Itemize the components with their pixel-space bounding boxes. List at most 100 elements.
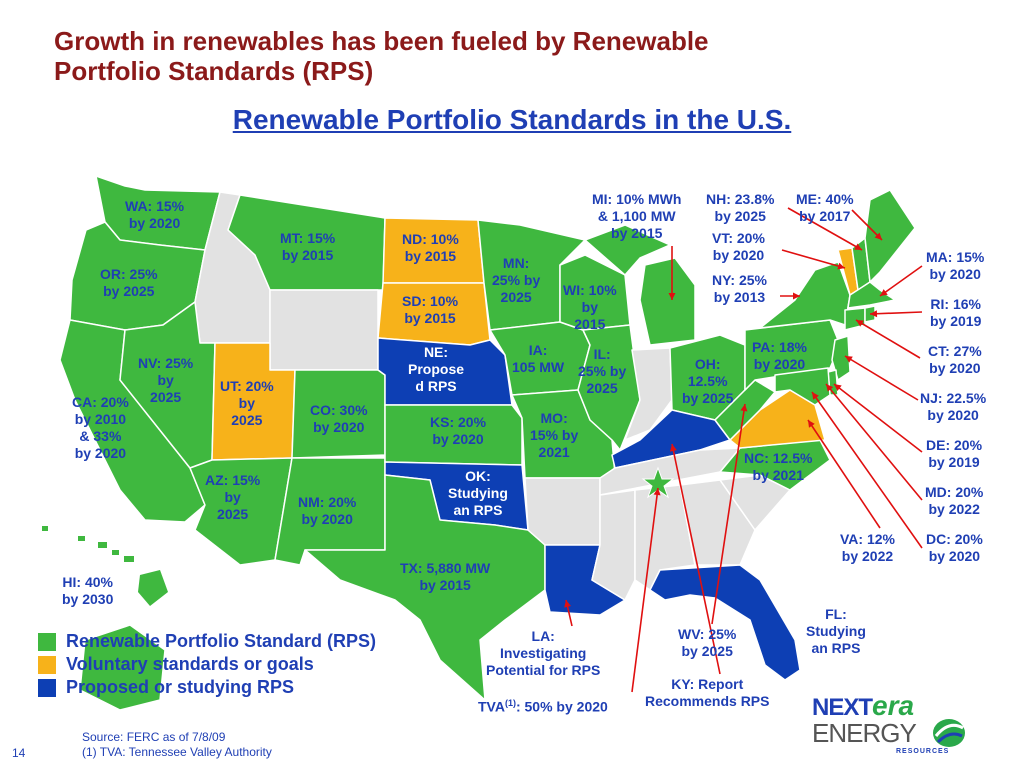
- label-dc: DC: 20% by 2020: [926, 531, 983, 565]
- legend-label-proposed: Proposed or studying RPS: [66, 677, 295, 697]
- label-ia-line-1: IA:: [528, 342, 548, 358]
- arrow-de: [833, 383, 923, 453]
- label-ne: NE: Propose d RPS: [408, 344, 464, 395]
- state-mi: [639, 257, 696, 346]
- label-mn-line-1: MN:: [502, 255, 530, 271]
- state-ma: [847, 281, 896, 309]
- label-mn-line-3: 2025: [500, 289, 532, 305]
- legend-item-proposed: Proposed or studying RPS: [38, 676, 376, 699]
- label-nj: NJ: 22.5% by 2020: [920, 390, 986, 424]
- arrowhead-md: [826, 384, 834, 392]
- label-md-line-2: by 2022: [928, 501, 980, 517]
- label-ny-line-1: NY: 25%: [712, 272, 767, 288]
- label-nm-line-1: NM: 20%: [298, 494, 357, 510]
- label-nv-line-3: 2025: [150, 389, 182, 405]
- arrowhead-mi: [668, 293, 676, 300]
- headline-line-1: Growth in renewables has been fueled by …: [54, 26, 709, 56]
- label-ma: MA: 15% by 2020: [926, 249, 984, 283]
- label-de-line-1: DE: 20%: [926, 437, 983, 453]
- label-ia-line-2: 105 MW: [512, 359, 565, 375]
- label-la: LA: Investigating Potential for RPS: [486, 628, 600, 679]
- label-la-line-3: Potential for RPS: [486, 662, 601, 678]
- label-ct-line-2: by 2020: [929, 360, 981, 376]
- label-ne-line-2: Propose: [408, 361, 465, 377]
- label-fl-line-3: an RPS: [811, 640, 861, 656]
- label-va: VA: 12% by 2022: [840, 531, 895, 565]
- label-ks-line-1: KS: 20%: [430, 414, 487, 430]
- arrow-vt: [781, 249, 846, 269]
- label-oh-line-1: OH:: [694, 356, 721, 372]
- label-co: CO: 30% by 2020: [310, 402, 368, 436]
- headline-line-2: Portfolio Standards (RPS): [54, 56, 374, 86]
- arrowhead-ny: [793, 292, 800, 300]
- label-nv-line-2: by: [157, 372, 174, 388]
- label-sd: SD: 10% by 2015: [402, 293, 458, 327]
- arrow-wv: [711, 403, 746, 625]
- arrowhead-tva: [653, 488, 661, 496]
- state-mi-up: [584, 224, 671, 276]
- label-mt-line-2: by 2015: [281, 247, 334, 263]
- logo-resources: RESOURCES: [896, 748, 950, 755]
- arrow-ct: [855, 319, 921, 359]
- arrowhead-la: [564, 600, 571, 608]
- label-de-line-2: by 2019: [928, 454, 980, 470]
- state-ar: [524, 477, 601, 546]
- legend-item-rps: Renewable Portfolio Standard (RPS): [38, 630, 376, 653]
- label-il: IL: 25% by 2025: [578, 346, 626, 397]
- state-wy: [269, 289, 379, 371]
- legend-swatch-proposed: [38, 678, 56, 697]
- label-wa-line-2: by 2020: [128, 215, 181, 231]
- label-md-line-1: MD: 20%: [925, 484, 984, 500]
- arrowhead-ri: [870, 310, 878, 318]
- map-subtitle: Renewable Portfolio Standards in the U.S…: [232, 104, 792, 135]
- label-or: OR: 25% by 2025: [100, 266, 158, 300]
- label-nc-line-2: by 2021: [752, 467, 804, 483]
- footnote-tva: (1) TVA: Tennessee Valley Authority: [82, 745, 272, 759]
- arrow-ky: [671, 443, 721, 675]
- label-az-line-1: AZ: 15%: [205, 472, 261, 488]
- arrowhead-ct: [856, 320, 864, 327]
- label-me: ME: 40% by 2017: [796, 191, 854, 225]
- label-nh-line-1: NH: 23.8%: [706, 191, 775, 207]
- label-vt-line-1: VT: 20%: [712, 230, 765, 246]
- label-nh-line-2: by 2025: [714, 208, 766, 224]
- label-ma-line-1: MA: 15%: [926, 249, 985, 265]
- label-nc-line-1: NC: 12.5%: [744, 450, 813, 466]
- label-sd-line-1: SD: 10%: [402, 293, 459, 309]
- arrowhead-wv: [740, 404, 748, 412]
- label-ok-line-3: an RPS: [453, 502, 503, 518]
- arrow-ri: [869, 311, 923, 315]
- arrow-dc: [811, 391, 923, 549]
- label-fl-line-1: FL:: [825, 606, 847, 622]
- label-nm: NM: 20% by 2020: [298, 494, 356, 528]
- label-oh: OH: 12.5% by 2025: [682, 356, 733, 407]
- label-hi-line-2: by 2030: [62, 591, 114, 607]
- label-wa-line-1: WA: 15%: [125, 198, 185, 214]
- label-co-line-2: by 2020: [313, 419, 365, 435]
- label-mt-line-1: MT: 15%: [280, 230, 336, 246]
- label-nd-line-2: by 2015: [404, 248, 457, 264]
- label-wa: WA: 15% by 2020: [125, 198, 184, 232]
- label-la-line-1: LA:: [531, 628, 555, 644]
- arrowhead-ky: [670, 444, 677, 452]
- label-ky: KY: Report Recommends RPS: [645, 676, 769, 710]
- label-wi-line-1: WI: 10%: [563, 282, 617, 298]
- label-az-line-2: by: [224, 489, 241, 505]
- label-ky-line-1: KY: Report: [671, 676, 744, 692]
- label-ky-line-2: Recommends RPS: [645, 693, 770, 709]
- label-wi-line-2: by: [581, 299, 599, 315]
- label-dc-line-2: by 2020: [928, 548, 981, 564]
- label-ca-line-4: by 2020: [74, 445, 127, 461]
- logo-wordmark-top: NEXTera: [812, 690, 914, 722]
- label-ut-line-1: UT: 20%: [220, 378, 274, 394]
- label-ny-line-2: by 2013: [713, 289, 766, 305]
- arrow-me: [851, 209, 883, 241]
- label-tva-footnote-mark: (1): [504, 698, 516, 708]
- label-mo: MO: 15% by 2021: [530, 410, 578, 461]
- label-ne-line-1: NE:: [423, 344, 449, 360]
- label-tx: TX: 5,880 MW by 2015: [400, 560, 490, 594]
- label-mi-line-2: & 1,100 MW: [597, 208, 676, 224]
- label-va-line-1: VA: 12%: [840, 531, 895, 547]
- arrowhead-nh: [854, 243, 862, 250]
